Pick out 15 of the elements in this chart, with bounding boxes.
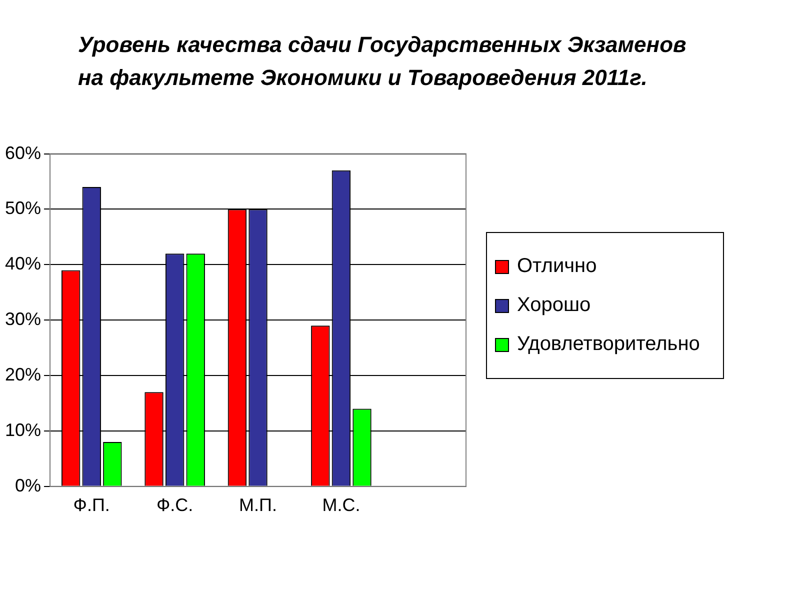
legend-label: Удовлетворительно: [517, 333, 700, 356]
y-tick-label: 40%: [4, 254, 42, 274]
x-tick-label: Ф.С.: [156, 495, 194, 516]
y-tick-label: 30%: [4, 309, 42, 330]
y-tick-label: 20%: [4, 364, 42, 384]
y-tick-label: 60%: [4, 142, 42, 163]
y-tick-label: 0%: [15, 475, 42, 496]
y-tick-label: 10%: [4, 420, 42, 440]
x-tick-label: Ф.П.: [73, 495, 110, 516]
y-tick-label: 50%: [4, 198, 42, 218]
chart-title: Уровень качества сдачи Государственных Экзаменов на факультете Экономики и Товароведения 2011г.: [78, 31, 688, 92]
legend-label: Хорошо: [517, 294, 591, 317]
x-tick-label: М.П.: [239, 495, 277, 516]
x-tick-label: М.С.: [322, 495, 360, 516]
legend-label: Отлично: [517, 255, 597, 278]
